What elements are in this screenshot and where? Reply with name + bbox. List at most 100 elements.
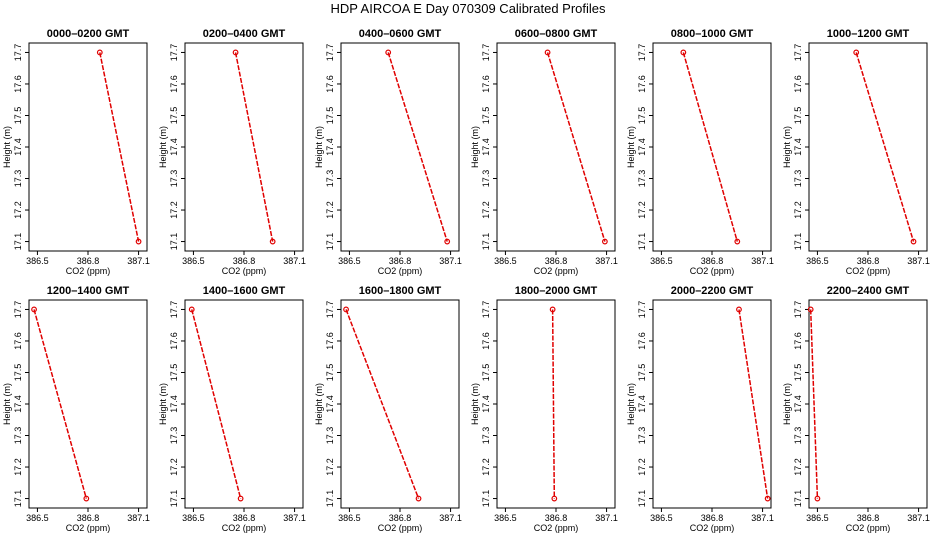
profile-point [807,306,814,313]
plot-frame [28,42,148,252]
profile-line [99,52,140,242]
y-tick-label: 17.1 [793,490,803,508]
y-tick-label: 17.2 [637,458,647,476]
y-axis-label: Height (m) [470,383,480,425]
y-tick-label: 17.4 [793,138,803,156]
y-tick-label: 17.1 [793,233,803,251]
panel-title: 1600–1800 GMT [359,285,442,297]
y-tick-label: 17.4 [481,395,491,413]
chart-panel-4: 0600–0800 GMT 386.5 386.8 387.1 17.1 17.2 17.3… [470,28,618,276]
x-tick-label: 386.5 [806,513,829,523]
x-tick-label: 386.5 [338,513,361,523]
y-axis-label: Height (m) [2,383,12,425]
profile-line [345,309,420,499]
x-axis-label: CO2 (ppm) [378,523,423,533]
x-tick-label: 386.8 [389,256,412,266]
plot-frame [496,299,616,509]
x-tick-label: 386.5 [806,256,829,266]
y-tick-label: 17.1 [13,490,23,508]
x-tick-label: 387.1 [907,513,930,523]
y-axis-label: Height (m) [626,383,636,425]
x-axis-label: CO2 (ppm) [378,266,423,276]
y-tick-label: 17.2 [13,201,23,219]
y-tick-label: 17.5 [325,107,335,125]
y-tick-label: 17.5 [637,107,647,125]
chart-panel-2: 0200–0400 GMT 386.5 386.8 387.1 17.1 17.2 17.3… [158,28,306,276]
profile-point [814,495,821,502]
y-tick-label: 17.4 [325,395,335,413]
profile-point [601,238,608,245]
panel-title: 0600–0800 GMT [515,28,598,40]
x-tick-label: 386.5 [182,256,205,266]
y-tick-label: 17.5 [13,364,23,382]
x-tick-label: 387.1 [595,256,618,266]
y-tick-label: 17.7 [169,44,179,62]
profile-line [551,309,556,499]
plot-frame [808,42,928,252]
y-tick-label: 17.2 [13,458,23,476]
x-tick-label: 386.5 [650,256,673,266]
plot-frame [340,299,460,509]
y-tick-label: 17.3 [637,170,647,188]
plot-frame [28,299,148,509]
y-tick-label: 17.7 [793,44,803,62]
y-tick-label: 17.2 [637,201,647,219]
y-tick-label: 17.3 [481,170,491,188]
y-tick-label: 17.3 [169,170,179,188]
profile-line [546,52,606,242]
y-tick-label: 17.6 [481,75,491,93]
x-axis-label: CO2 (ppm) [66,266,111,276]
y-tick-label: 17.3 [13,170,23,188]
x-tick-label: 387.1 [439,256,462,266]
y-tick-label: 17.7 [637,44,647,62]
panel-title: 0800–1000 GMT [671,28,754,40]
y-tick-label: 17.7 [13,44,23,62]
y-axis-label: Height (m) [314,383,324,425]
plot-frame [184,42,304,252]
y-tick-label: 17.5 [325,364,335,382]
x-tick-label: 386.8 [701,256,724,266]
profile-point [343,306,349,313]
panels-grid: 0000–0200 GMT 386.5 386.8 387.1 17.1 17.2 17.3… [2,28,930,533]
profile-point [444,238,451,245]
y-axis-label: Height (m) [782,383,792,425]
y-tick-label: 17.7 [13,301,23,319]
chart-panel-3: 0400–0600 GMT 386.5 386.8 387.1 17.1 17.2 17.3… [314,28,462,276]
y-tick-label: 17.5 [793,364,803,382]
x-tick-label: 386.5 [338,256,361,266]
y-tick-label: 17.6 [793,75,803,93]
x-tick-label: 387.1 [439,513,462,523]
profile-line [855,52,915,242]
profile-point [83,495,90,502]
profile-line [191,309,242,499]
panel-title: 1000–1200 GMT [827,28,910,40]
x-axis-label: CO2 (ppm) [534,266,579,276]
y-tick-label: 17.6 [13,332,23,350]
y-tick-label: 17.4 [793,395,803,413]
chart-panel-12: 2200–2400 GMT 386.5 386.8 387.1 17.1 17.2 17.3… [782,285,930,533]
y-tick-label: 17.6 [325,75,335,93]
y-tick-label: 17.6 [325,332,335,350]
chart-panel-7: 1200–1400 GMT 386.5 386.8 387.1 17.1 17.2 17.3… [2,285,150,533]
x-axis-label: CO2 (ppm) [222,266,267,276]
profile-point [736,306,742,313]
y-tick-label: 17.2 [325,458,335,476]
y-tick-label: 17.2 [481,201,491,219]
x-tick-label: 386.5 [494,513,517,523]
y-axis-label: Height (m) [782,126,792,168]
plot-frame [808,299,928,509]
y-tick-label: 17.6 [637,75,647,93]
y-tick-label: 17.1 [637,490,647,508]
y-tick-label: 17.5 [169,107,179,125]
y-tick-label: 17.3 [637,427,647,445]
y-tick-label: 17.4 [13,395,23,413]
x-tick-label: 386.8 [857,256,880,266]
x-tick-label: 386.8 [545,513,568,523]
y-axis-label: Height (m) [470,126,480,168]
y-tick-label: 17.1 [169,490,179,508]
x-axis-label: CO2 (ppm) [66,523,111,533]
y-tick-label: 17.3 [481,427,491,445]
profile-line [387,52,448,242]
x-tick-label: 386.8 [857,513,880,523]
y-tick-label: 17.6 [169,332,179,350]
